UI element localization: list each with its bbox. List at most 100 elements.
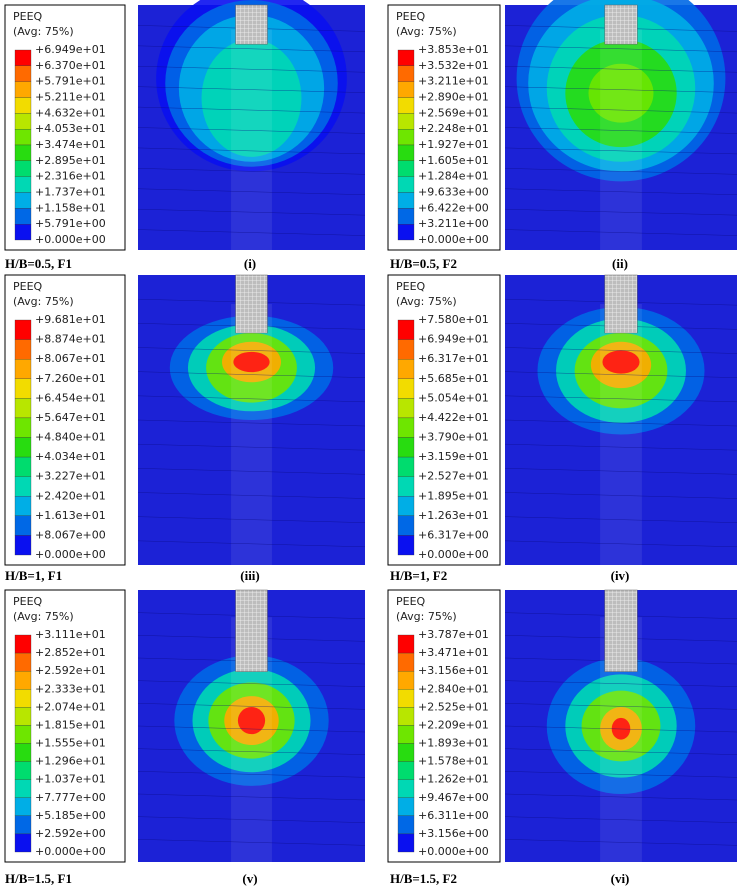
legend-swatch [397,689,415,708]
mesh-line [137,540,366,548]
mesh-line [504,468,738,475]
mesh-line [137,839,366,846]
legend-value: +2.527e+01 [418,470,489,483]
contour-band [588,63,654,123]
legend-swatch [397,65,415,82]
mesh-line [137,680,366,687]
legend-value: +1.555e+01 [35,737,106,750]
contour-band [233,351,270,373]
pile [235,589,268,672]
legend-swatch [397,339,415,360]
legend-swatch [14,743,32,762]
contour-plot [137,589,366,862]
mesh-line [504,680,738,687]
pile [604,4,638,45]
mesh-line [137,86,366,93]
legend-swatch [14,437,32,458]
legend-swatch [397,833,415,853]
legend-swatch [397,496,415,516]
legend-value: +3.111e+01 [35,628,106,641]
pile-shadow [600,304,642,565]
legend-value: +3.156e+01 [418,664,489,677]
legend-value: +6.949e+01 [35,43,106,56]
legend-value: +2.852e+01 [35,646,106,659]
mesh-line [504,540,738,548]
legend-value: +1.296e+01 [35,755,106,768]
panel-label: (vi) [611,871,630,886]
legend-swatch [14,129,32,146]
legend-swatch [397,208,415,225]
legend-swatch [14,208,32,225]
legend-value: +1.284e+01 [418,170,489,183]
mesh-line [504,229,738,236]
mesh-line [137,492,366,499]
legend-swatch [397,97,415,114]
legend-swatch [397,160,415,177]
mesh-line [504,748,738,755]
legend-value: +1.037e+01 [35,773,106,786]
legend-title: PEEQ [396,595,426,608]
mesh-line [137,443,366,451]
legend-value: +0.000e+00 [35,233,106,246]
pile [235,274,268,334]
legend-swatch [397,743,415,762]
legend-value: +2.895e+01 [35,154,106,167]
pile-shadow [231,304,272,565]
legend-swatch [14,160,32,177]
legend-subtitle: (Avg: 75%) [396,295,457,308]
legend-swatch [397,456,415,477]
legend-title: PEEQ [396,280,426,293]
contour-plot [504,274,738,565]
mesh-line [504,395,738,403]
mesh-line [504,66,738,73]
mesh-line [137,45,366,53]
legend-swatch [14,779,32,798]
legend-swatch [397,634,415,654]
legend-title: PEEQ [13,595,43,608]
legend-swatch [14,417,32,438]
legend-value: +6.311e+00 [418,809,489,822]
mesh-line [137,395,366,403]
legend-value: +4.422e+01 [418,411,489,424]
mesh-line [504,516,738,523]
legend-swatch [14,378,32,399]
legend-title: PEEQ [13,280,43,293]
legend-swatch [14,476,32,497]
mesh-line [137,419,366,427]
legend-subtitle: (Avg: 75%) [396,25,457,38]
legend-swatch [397,725,415,744]
legend-swatch [397,779,415,798]
legend-value: +2.840e+01 [418,682,489,695]
legend-swatch [397,815,415,835]
legend-swatch [397,192,415,209]
legend-value: +6.370e+01 [35,59,106,72]
legend-swatch [397,797,415,816]
mesh-line [504,793,738,801]
legend-swatch [397,49,415,66]
legend-value: +1.893e+01 [418,737,489,750]
mesh-line [504,419,738,427]
legend-swatch [14,456,32,477]
legend-swatch [14,707,32,726]
legend-swatch [14,761,32,780]
legend-swatch [14,113,32,130]
legend-value: +6.949e+01 [418,333,489,346]
legend-value: +5.054e+01 [418,391,489,404]
legend-value: +1.737e+01 [35,186,106,199]
mesh-line [137,347,366,354]
mesh-line [504,725,738,733]
legend-swatch [14,176,32,193]
case-caption: H/B=1, F1 [5,568,62,583]
pile [235,4,268,45]
legend-value: +3.159e+01 [418,450,489,463]
legend-value: +1.605e+01 [418,154,489,167]
legend-value: +3.211e+01 [418,75,489,88]
legend-value: +0.000e+00 [35,548,106,561]
legend-value: +1.613e+01 [35,509,106,522]
legend-swatch [14,192,32,209]
case-caption: H/B=0.5, F1 [5,256,72,271]
legend-swatch [14,652,32,672]
mesh-line [137,371,366,378]
legend-swatch [397,224,415,241]
